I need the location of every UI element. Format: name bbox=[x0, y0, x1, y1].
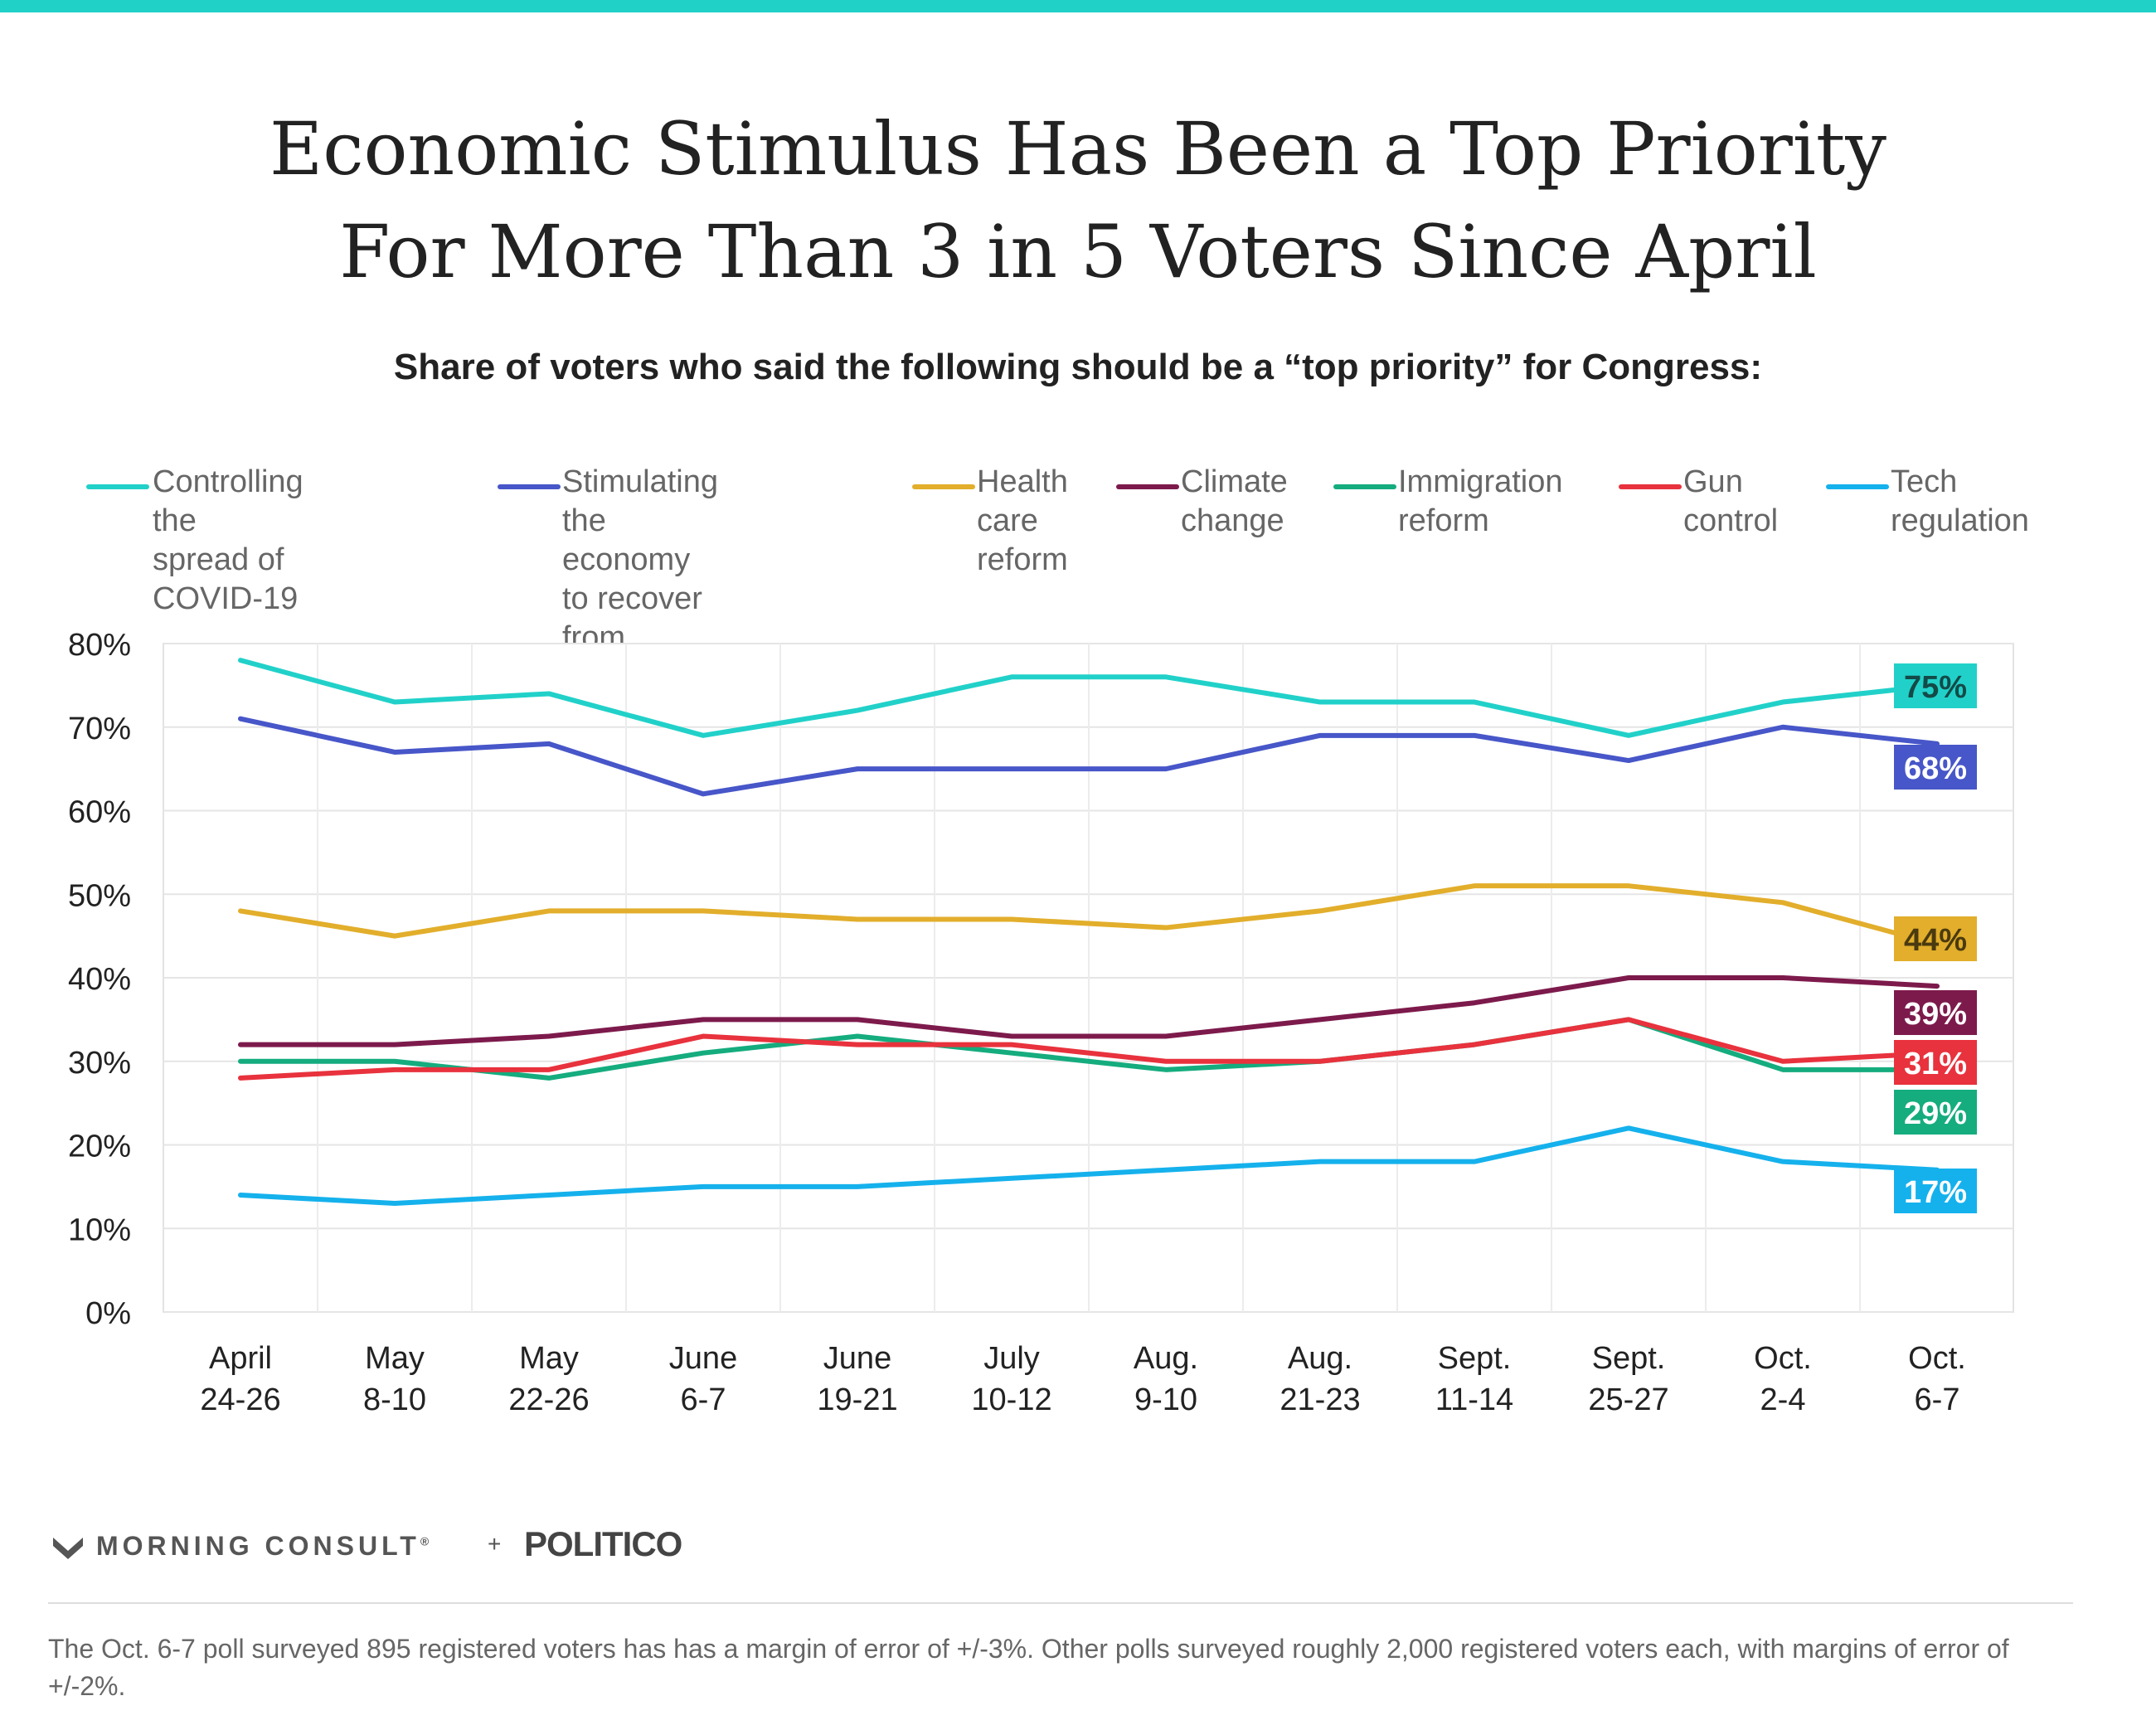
legend-label-immigration: Immigration reform bbox=[1398, 464, 1563, 538]
x-tick-label-dates: 22-26 bbox=[508, 1382, 589, 1417]
y-tick-label: 60% bbox=[68, 795, 131, 830]
legend-label-tech: Tech regulation bbox=[1891, 464, 2029, 538]
x-tick-label-dates: 25-27 bbox=[1588, 1382, 1668, 1417]
legend-label-gun-control: Gun control bbox=[1683, 464, 1779, 538]
legend-swatch-climate bbox=[1116, 484, 1179, 489]
end-label-box bbox=[1894, 916, 1977, 961]
morning-consult-logo-icon bbox=[53, 1538, 83, 1559]
legend-label-covid: Controlling the spread of COVID-19 bbox=[153, 464, 303, 616]
legend-swatch-gun-control bbox=[1619, 484, 1682, 489]
x-tick-label-dates: 10-12 bbox=[971, 1382, 1051, 1417]
y-tick-label: 10% bbox=[68, 1212, 131, 1247]
footer-divider bbox=[48, 1602, 2073, 1604]
trademark-symbol: ® bbox=[420, 1534, 430, 1548]
footnote: The Oct. 6-7 poll surveyed 895 registere… bbox=[48, 1634, 2009, 1701]
y-tick-label: 50% bbox=[68, 878, 131, 913]
end-label: 39% bbox=[1904, 997, 1967, 1032]
title-line-2: For More Than 3 in 5 Voters Since April bbox=[339, 209, 1817, 294]
x-tick-label-month: June bbox=[823, 1341, 891, 1376]
legend-label-climate: Climate change bbox=[1181, 464, 1288, 538]
x-tick-label-month: Aug. bbox=[1134, 1341, 1198, 1376]
x-tick-label-month: May bbox=[365, 1341, 425, 1376]
x-tick-label-dates: 19-21 bbox=[817, 1382, 897, 1417]
end-label: 29% bbox=[1904, 1096, 1967, 1131]
x-tick-label-month: June bbox=[669, 1341, 737, 1376]
legend: Controlling the spread of COVID-19 Stimu… bbox=[0, 463, 2156, 694]
y-tick-label: 40% bbox=[68, 962, 131, 997]
politico-wordmark: POLITICO bbox=[524, 1524, 682, 1563]
end-label: 44% bbox=[1904, 923, 1967, 958]
legend-swatch-immigration bbox=[1333, 484, 1396, 489]
x-tick-label-dates: 11-14 bbox=[1435, 1382, 1513, 1417]
legend-swatch-health-care bbox=[912, 484, 975, 489]
end-label-box bbox=[1894, 1169, 1977, 1213]
x-tick-label-month: Aug. bbox=[1288, 1341, 1352, 1376]
x-tick-label-month: May bbox=[519, 1341, 579, 1376]
x-tick-label-dates: 2-4 bbox=[1760, 1382, 1806, 1417]
series-line bbox=[238, 716, 1940, 797]
end-label-box bbox=[1894, 1040, 1977, 1085]
x-tick-label-month: Oct. bbox=[1908, 1341, 1966, 1376]
end-label-box bbox=[1894, 1090, 1977, 1135]
title-line-1: Economic Stimulus Has Been a Top Priorit… bbox=[270, 106, 1886, 192]
legend-label-stimulus: Stimulating the economy to recover from … bbox=[562, 464, 718, 694]
x-tick-label-month: Sept. bbox=[1438, 1341, 1512, 1376]
end-label: 75% bbox=[1904, 670, 1967, 705]
y-tick-label: 30% bbox=[68, 1046, 131, 1081]
series-line bbox=[238, 883, 1940, 947]
chart-subtitle: Share of voters who said the following s… bbox=[393, 347, 1763, 387]
x-tick-label-month: Sept. bbox=[1592, 1341, 1666, 1376]
x-tick-label-month: Oct. bbox=[1754, 1341, 1812, 1376]
legend-swatch-tech bbox=[1826, 484, 1889, 489]
series-line bbox=[238, 975, 1940, 1047]
legend-swatch-covid bbox=[86, 484, 149, 489]
chart-title: Economic Stimulus Has Been a Top Priorit… bbox=[0, 98, 2156, 304]
line-chart: 0% 10% 20% 30% 40% 50% 60% 70% 80% April 24-26 May 8… bbox=[68, 628, 2014, 1417]
legend-label-health-care: Health care reform bbox=[977, 464, 1068, 577]
series-line bbox=[238, 658, 1940, 738]
x-tick-label-dates: 6-7 bbox=[681, 1382, 726, 1417]
end-label-box bbox=[1894, 663, 1977, 708]
y-tick-label: 80% bbox=[68, 628, 131, 663]
x-tick-label-month: April bbox=[209, 1341, 272, 1376]
end-label: 31% bbox=[1904, 1047, 1967, 1081]
plus-sign: + bbox=[488, 1531, 502, 1557]
legend-swatch-stimulus bbox=[498, 484, 561, 489]
x-tick-label-dates: 24-26 bbox=[200, 1382, 280, 1417]
x-tick-label-dates: 21-23 bbox=[1280, 1382, 1360, 1417]
end-label: 68% bbox=[1904, 751, 1967, 786]
y-tick-label: 20% bbox=[68, 1130, 131, 1164]
x-tick-label-dates: 9-10 bbox=[1134, 1382, 1197, 1417]
end-label-box bbox=[1894, 990, 1977, 1035]
y-tick-label: 0% bbox=[85, 1296, 131, 1331]
x-tick-label-month: July bbox=[983, 1341, 1040, 1376]
x-tick-label-dates: 8-10 bbox=[363, 1382, 426, 1417]
top-accent-bar bbox=[0, 0, 2156, 12]
x-tick-label-dates: 6-7 bbox=[1915, 1382, 1960, 1417]
y-tick-label: 70% bbox=[68, 712, 131, 746]
end-label-box bbox=[1894, 745, 1977, 790]
series-line bbox=[238, 1125, 1940, 1207]
morning-consult-text: MORNING CONSULT bbox=[96, 1531, 420, 1561]
series-line bbox=[238, 1017, 1940, 1081]
end-label: 17% bbox=[1904, 1175, 1967, 1210]
morning-consult-wordmark: MORNING CONSULT® bbox=[96, 1531, 429, 1562]
